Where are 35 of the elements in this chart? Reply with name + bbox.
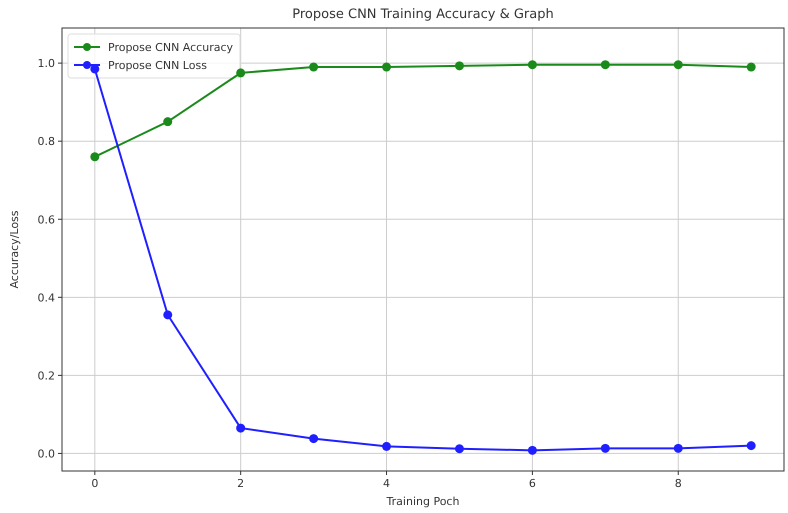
point: [382, 442, 392, 451]
point: [382, 62, 392, 72]
point: [600, 444, 610, 453]
point: [90, 152, 100, 162]
x-tick-label: 6: [528, 477, 536, 490]
legend-label: Propose CNN Accuracy: [108, 41, 234, 54]
point: [236, 424, 246, 433]
y-tick-label: 1.0: [38, 57, 55, 70]
point: [163, 310, 172, 320]
point: [309, 434, 318, 444]
y-tick-label: 0.2: [38, 369, 55, 382]
y-tick-label: 0.0: [38, 447, 55, 460]
point: [236, 68, 246, 78]
point: [746, 62, 756, 72]
legend-label: Propose CNN Loss: [108, 59, 208, 72]
chart-title: Propose CNN Training Accuracy & Graph: [292, 7, 554, 22]
x-tick-label: 2: [237, 477, 244, 490]
x-tick-label: 8: [674, 477, 682, 490]
point: [163, 117, 172, 126]
point: [528, 446, 537, 455]
y-tick-label: 0.8: [38, 135, 55, 148]
x-axis-title: Training Poch: [386, 495, 460, 508]
point: [674, 444, 683, 453]
y-tick-label: 0.6: [38, 213, 55, 226]
point: [746, 441, 756, 450]
x-tick-label: 0: [91, 477, 98, 490]
x-tick-label: 4: [383, 477, 390, 490]
point: [600, 60, 610, 70]
point: [454, 61, 464, 70]
y-axis-title: Accuracy/Loss: [8, 210, 21, 289]
point: [309, 62, 318, 72]
y-tick-label: 0.4: [38, 291, 55, 304]
point: [454, 444, 464, 454]
point: [674, 60, 683, 70]
point: [528, 60, 537, 70]
